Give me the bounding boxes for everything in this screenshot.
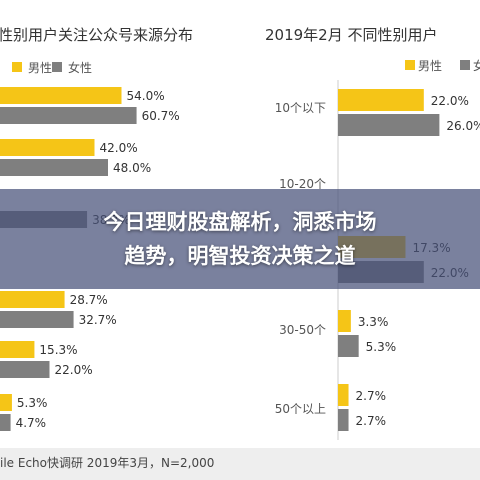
headline-line-2: 趋势，明智投资决策之道 (124, 244, 356, 268)
right-bar-female-4 (338, 409, 349, 431)
left-bar-label-male-6: 5.3% (17, 396, 48, 410)
left-bar-female-1 (0, 159, 108, 176)
right-category-label-0: 10个以下 (275, 101, 326, 115)
left-bar-male-6 (0, 394, 12, 411)
right-bar-male-4 (338, 384, 349, 406)
right-bar-label-female-4: 2.7% (356, 414, 387, 428)
right-legend-female-swatch (460, 60, 470, 70)
right-bar-male-0 (338, 89, 424, 111)
right-category-label-3: 30-50个 (279, 323, 326, 337)
left-bar-female-5 (0, 361, 50, 378)
right-bar-male-3 (338, 310, 351, 332)
left-bar-male-1 (0, 139, 95, 156)
right-category-label-4: 50个以上 (275, 402, 326, 416)
right-legend-male-label: 男性 (418, 59, 442, 73)
source-text: ile Echo快调研 2019年3月，N=2,000 (0, 456, 215, 470)
left-bar-label-male-5: 15.3% (39, 343, 77, 357)
left-legend-female-label: 女性 (68, 60, 92, 75)
left-bar-label-female-4: 32.7% (79, 313, 117, 327)
left-legend-female-swatch (52, 62, 62, 72)
right-bar-female-3 (338, 335, 359, 357)
left-bar-label-female-1: 48.0% (113, 161, 151, 175)
right-legend-female-label: 女 (473, 58, 480, 73)
left-bar-label-male-4: 28.7% (70, 293, 108, 307)
left-bar-female-6 (0, 414, 11, 431)
left-bar-label-male-0: 54.0% (127, 89, 165, 103)
right-category-label-1: 10-20个 (279, 177, 326, 191)
left-bar-label-female-5: 22.0% (55, 363, 93, 377)
left-bar-female-4 (0, 311, 74, 328)
left-bar-label-male-1: 42.0% (100, 141, 138, 155)
left-bar-label-female-6: 4.7% (16, 416, 47, 430)
left-bar-male-0 (0, 87, 122, 104)
left-legend-male-swatch (12, 62, 22, 72)
headline-banner: 今日理财股盘解析，洞悉市场 趋势，明智投资决策之道 (0, 189, 480, 289)
left-bar-male-4 (0, 291, 65, 308)
right-chart-title: 2019年2月 不同性别用户 (265, 26, 438, 44)
right-bar-label-female-3: 5.3% (366, 340, 397, 354)
right-legend-male-swatch (405, 60, 415, 70)
left-bar-label-female-0: 60.7% (142, 109, 180, 123)
right-bar-female-0 (338, 114, 440, 136)
left-bar-female-0 (0, 107, 137, 124)
right-bar-label-male-4: 2.7% (356, 389, 387, 403)
left-legend-male-label: 男性 (28, 61, 52, 75)
right-bar-label-male-0: 22.0% (431, 94, 469, 108)
right-bar-label-female-0: 26.0% (446, 119, 480, 133)
left-bar-male-5 (0, 341, 35, 358)
source-footer: ile Echo快调研 2019年3月，N=2,000 (0, 448, 480, 480)
right-bar-label-male-3: 3.3% (358, 315, 389, 329)
left-chart-title: 性别用户关注公众号来源分布 (0, 26, 193, 44)
headline-line-1: 今日理财股盘解析，洞悉市场 (103, 210, 377, 234)
